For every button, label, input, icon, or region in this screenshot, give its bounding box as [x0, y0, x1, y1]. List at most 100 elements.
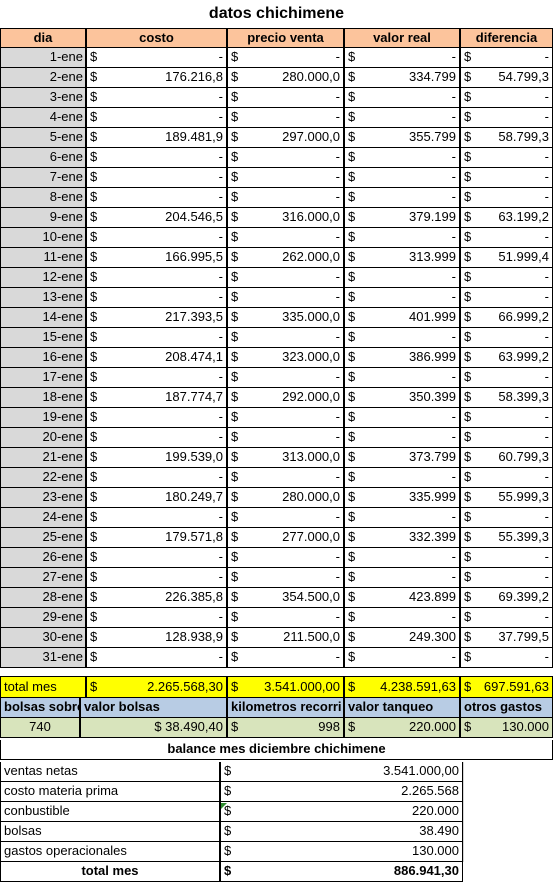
- balance-label[interactable]: bolsas: [0, 822, 220, 842]
- valor-real-cell[interactable]: $ -: [344, 188, 460, 208]
- tanqueo-value[interactable]: $220.000: [344, 718, 460, 738]
- balance-value[interactable]: $38.490: [220, 822, 463, 842]
- valor-real-cell[interactable]: $350.399: [344, 388, 460, 408]
- valor-real-cell[interactable]: $ -: [344, 268, 460, 288]
- diferencia-cell[interactable]: $ -: [460, 168, 553, 188]
- costo-cell[interactable]: $176.216,8: [86, 68, 227, 88]
- day-cell[interactable]: 13-ene: [0, 288, 86, 308]
- day-cell[interactable]: 31-ene: [0, 648, 86, 668]
- balance-total-value[interactable]: $886.941,30: [220, 862, 463, 882]
- diferencia-cell[interactable]: $37.799,5: [460, 628, 553, 648]
- precio-venta-cell[interactable]: $ -: [227, 508, 344, 528]
- precio-venta-cell[interactable]: $ -: [227, 48, 344, 68]
- diferencia-cell[interactable]: $55.999,3: [460, 488, 553, 508]
- valor-real-cell[interactable]: $249.300: [344, 628, 460, 648]
- diferencia-cell[interactable]: $ -: [460, 108, 553, 128]
- balance-label[interactable]: ventas netas: [0, 762, 220, 782]
- valor-real-cell[interactable]: $332.399: [344, 528, 460, 548]
- valor-real-cell[interactable]: $379.199: [344, 208, 460, 228]
- diferencia-cell[interactable]: $ -: [460, 88, 553, 108]
- column-header-dia[interactable]: dia: [0, 28, 86, 48]
- costo-cell[interactable]: $217.393,5: [86, 308, 227, 328]
- day-cell[interactable]: 12-ene: [0, 268, 86, 288]
- column-header-costo[interactable]: costo: [86, 28, 227, 48]
- precio-venta-cell[interactable]: $ -: [227, 648, 344, 668]
- diferencia-cell[interactable]: $54.799,3: [460, 68, 553, 88]
- precio-venta-cell[interactable]: $ -: [227, 608, 344, 628]
- otros-gastos-value[interactable]: $130.000: [460, 718, 553, 738]
- diferencia-cell[interactable]: $51.999,4: [460, 248, 553, 268]
- costo-cell[interactable]: $226.385,8: [86, 588, 227, 608]
- precio-venta-cell[interactable]: $ -: [227, 408, 344, 428]
- valor-real-cell[interactable]: $313.999: [344, 248, 460, 268]
- costo-cell[interactable]: $ -: [86, 48, 227, 68]
- balance-total-label[interactable]: total mes: [0, 862, 220, 882]
- diferencia-cell[interactable]: $ -: [460, 428, 553, 448]
- diferencia-cell[interactable]: $ -: [460, 288, 553, 308]
- column-header-diferencia[interactable]: diferencia: [460, 28, 553, 48]
- diferencia-cell[interactable]: $ -: [460, 228, 553, 248]
- precio-venta-cell[interactable]: $ -: [227, 268, 344, 288]
- valor-real-cell[interactable]: $334.799: [344, 68, 460, 88]
- day-cell[interactable]: 6-ene: [0, 148, 86, 168]
- balance-label[interactable]: conbustible: [0, 802, 220, 822]
- costo-cell[interactable]: $ -: [86, 288, 227, 308]
- valor-real-cell[interactable]: $ -: [344, 228, 460, 248]
- diferencia-cell[interactable]: $ -: [460, 648, 553, 668]
- costo-cell[interactable]: $ -: [86, 228, 227, 248]
- valor-bolsas-value[interactable]: $ 38.490,40: [80, 718, 227, 738]
- valor-real-cell[interactable]: $ -: [344, 168, 460, 188]
- costo-cell[interactable]: $128.938,9: [86, 628, 227, 648]
- precio-venta-cell[interactable]: $354.500,0: [227, 588, 344, 608]
- day-cell[interactable]: 5-ene: [0, 128, 86, 148]
- valor-real-cell[interactable]: $ -: [344, 408, 460, 428]
- balance-value[interactable]: $130.000: [220, 842, 463, 862]
- costo-cell[interactable]: $ -: [86, 608, 227, 628]
- costo-cell[interactable]: $179.571,8: [86, 528, 227, 548]
- precio-venta-cell[interactable]: $ -: [227, 468, 344, 488]
- precio-venta-cell[interactable]: $335.000,0: [227, 308, 344, 328]
- day-cell[interactable]: 25-ene: [0, 528, 86, 548]
- diferencia-cell[interactable]: $63.999,2: [460, 348, 553, 368]
- balance-label[interactable]: costo materia prima: [0, 782, 220, 802]
- diferencia-cell[interactable]: $ -: [460, 148, 553, 168]
- diferencia-cell[interactable]: $ -: [460, 568, 553, 588]
- precio-venta-cell[interactable]: $ -: [227, 428, 344, 448]
- valor-real-cell[interactable]: $ -: [344, 428, 460, 448]
- precio-venta-cell[interactable]: $ -: [227, 188, 344, 208]
- costo-cell[interactable]: $ -: [86, 108, 227, 128]
- day-cell[interactable]: 22-ene: [0, 468, 86, 488]
- precio-venta-cell[interactable]: $211.500,0: [227, 628, 344, 648]
- costo-cell[interactable]: $187.774,7: [86, 388, 227, 408]
- day-cell[interactable]: 9-ene: [0, 208, 86, 228]
- precio-venta-cell[interactable]: $323.000,0: [227, 348, 344, 368]
- precio-venta-cell[interactable]: $ -: [227, 368, 344, 388]
- day-cell[interactable]: 15-ene: [0, 328, 86, 348]
- diferencia-cell[interactable]: $66.999,2: [460, 308, 553, 328]
- diferencia-cell[interactable]: $55.399,3: [460, 528, 553, 548]
- costo-cell[interactable]: $180.249,7: [86, 488, 227, 508]
- day-cell[interactable]: 26-ene: [0, 548, 86, 568]
- day-cell[interactable]: 18-ene: [0, 388, 86, 408]
- costo-cell[interactable]: $189.481,9: [86, 128, 227, 148]
- diferencia-cell[interactable]: $69.399,2: [460, 588, 553, 608]
- empty-cell[interactable]: [463, 782, 553, 802]
- diferencia-cell[interactable]: $63.199,2: [460, 208, 553, 228]
- valor-real-cell[interactable]: $401.999: [344, 308, 460, 328]
- diferencia-cell[interactable]: $ -: [460, 188, 553, 208]
- precio-venta-cell[interactable]: $ -: [227, 288, 344, 308]
- valor-real-cell[interactable]: $ -: [344, 328, 460, 348]
- bolsas-value[interactable]: 740: [0, 718, 80, 738]
- balance-label[interactable]: gastos operacionales: [0, 842, 220, 862]
- day-cell[interactable]: 29-ene: [0, 608, 86, 628]
- costo-cell[interactable]: $204.546,5: [86, 208, 227, 228]
- day-cell[interactable]: 19-ene: [0, 408, 86, 428]
- precio-venta-cell[interactable]: $ -: [227, 148, 344, 168]
- costo-cell[interactable]: $ -: [86, 648, 227, 668]
- diferencia-cell[interactable]: $ -: [460, 268, 553, 288]
- total-mes-label[interactable]: total mes: [0, 676, 86, 698]
- costo-cell[interactable]: $ -: [86, 268, 227, 288]
- precio-venta-cell[interactable]: $313.000,0: [227, 448, 344, 468]
- costo-cell[interactable]: $ -: [86, 568, 227, 588]
- diferencia-cell[interactable]: $ -: [460, 608, 553, 628]
